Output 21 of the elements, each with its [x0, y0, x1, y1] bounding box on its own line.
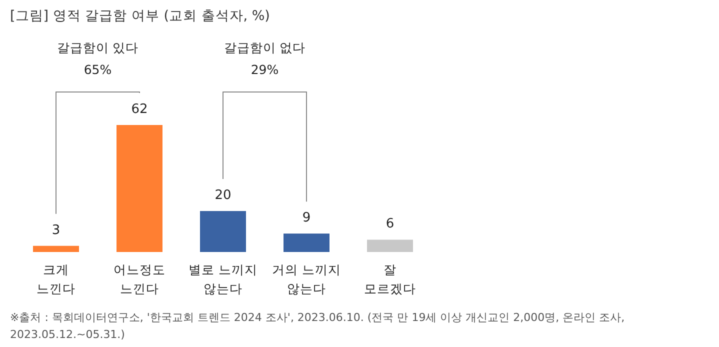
x-tick-label: 거의 느끼지 않는다: [272, 262, 341, 296]
chart-title: [그림] 영적 갈급함 여부 (교회 출석자, %): [10, 8, 270, 24]
text: 29%: [250, 62, 279, 77]
data-label: 6: [386, 216, 394, 232]
text: ※출처 : 목회데이터연구소, '한국교회 트렌드 2024 조사', 2023.06.10. (전국 만 19세 이상 개신교인 2,000명, 온라인 조사, 2023.05.12.~05.31.): [10, 311, 625, 341]
data-label: 20: [214, 188, 232, 204]
bar: [367, 240, 413, 252]
x-tick-label: 잘 모르겠다: [364, 262, 416, 296]
text: 갈급함이 없다: [224, 40, 306, 55]
data-label: 3: [52, 222, 60, 238]
data-label: 62: [131, 102, 148, 117]
x-tick-label: 별로 느끼지 않는다: [188, 262, 258, 296]
text: 65%: [84, 62, 112, 77]
data-label: 9: [302, 210, 311, 226]
text: 갈급함이 있다: [56, 40, 139, 55]
bar: [33, 246, 79, 252]
bar: [200, 211, 246, 252]
bar: [284, 234, 330, 252]
x-tick-label: 크게 느낀다: [36, 262, 76, 296]
x-tick-label: 어느정도 느낀다: [114, 262, 166, 296]
bar: [116, 125, 162, 252]
